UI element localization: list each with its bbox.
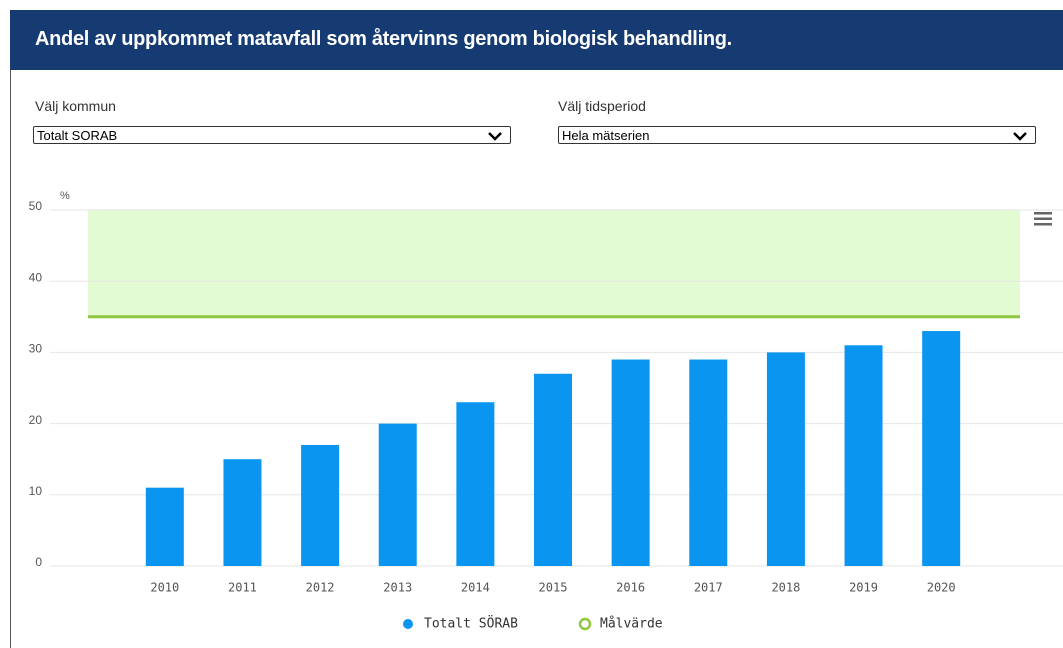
- select[interactable]: Totalt SORAB: [33, 126, 511, 144]
- select-value: Totalt SORAB: [37, 128, 118, 143]
- select[interactable]: Hela mätserien: [558, 126, 1036, 144]
- menu-icon[interactable]: [1034, 212, 1052, 226]
- frame: [10, 10, 1063, 648]
- control-label: Välj tidsperiod: [558, 98, 646, 114]
- chevron: [488, 132, 502, 141]
- select-value: Hela mätserien: [562, 128, 650, 143]
- header: Andel av uppkommet matavfall som återvin…: [10, 10, 1063, 70]
- chevron: [1013, 132, 1027, 141]
- title: Andel av uppkommet matavfall som återvin…: [35, 28, 732, 50]
- control-label: Välj kommun: [35, 98, 116, 114]
